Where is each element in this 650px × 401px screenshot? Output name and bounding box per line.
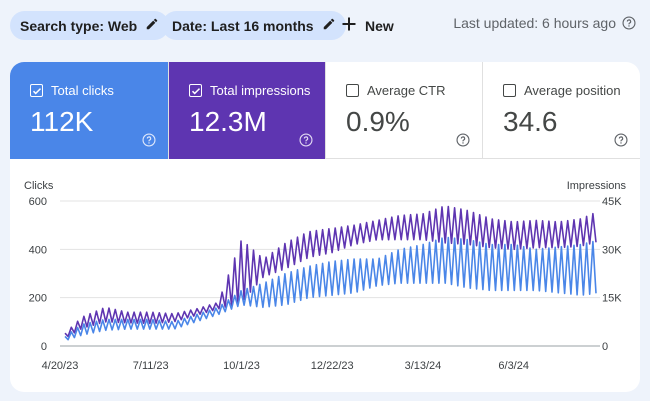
metric-label: Total clicks [51,83,114,98]
help-circle-icon[interactable] [614,133,628,147]
metric-average-position[interactable]: Average position 34.6 [482,62,640,159]
x-tick-label: 6/3/24 [498,360,529,372]
x-tick-label: 10/1/23 [223,360,260,372]
right-axis-title: Impressions [567,180,627,192]
metric-label: Total impressions [210,83,311,98]
last-updated-text: Last updated: 6 hours ago [453,15,616,31]
right-tick-label: 15K [602,293,622,305]
last-updated: Last updated: 6 hours ago [453,15,636,31]
left-tick-label: 200 [29,293,47,305]
x-tick-label: 12/22/23 [311,360,354,372]
left-tick-label: 0 [41,341,47,353]
metric-total-clicks-header: Total clicks [30,83,114,98]
pencil-icon [145,17,159,34]
help-circle-icon[interactable] [622,16,636,30]
checkbox-checked-icon[interactable] [30,84,43,97]
metric-value: 112K [30,106,94,137]
new-filter-label: New [365,17,394,34]
metric-total-clicks[interactable]: Total clicks 112K [10,62,168,159]
right-tick-label: 45K [602,196,622,208]
x-tick-label: 4/20/23 [42,360,79,372]
help-circle-icon[interactable] [456,133,470,147]
help-circle-icon[interactable] [142,133,156,147]
checkbox-unchecked-icon[interactable] [503,84,516,97]
metric-label: Average CTR [367,83,446,98]
checkbox-unchecked-icon[interactable] [346,84,359,97]
metric-value: 34.6 [503,106,558,137]
metric-value: 0.9% [346,106,410,137]
series-line-impressions [64,205,597,338]
checkbox-checked-icon[interactable] [189,84,202,97]
left-tick-label: 600 [29,196,47,208]
left-tick-label: 400 [29,244,47,256]
date-filter-chip[interactable]: Date: Last 16 months [162,11,346,40]
series-line-clicks [64,236,597,341]
help-circle-icon[interactable] [299,133,313,147]
metric-average-ctr-header: Average CTR [346,83,446,98]
pencil-icon [322,17,336,34]
left-axis-title: Clicks [24,180,54,192]
plus-icon [341,16,357,35]
metric-value: 12.3M [189,106,267,137]
metric-total-impressions-header: Total impressions [189,83,310,98]
right-tick-label: 30K [602,244,622,256]
performance-card: Total clicks 112K Total impressions 12.3… [10,62,640,392]
new-filter-button[interactable]: New [341,11,394,40]
metric-label: Average position [524,83,621,98]
metric-average-position-header: Average position [503,83,621,98]
right-tick-label: 0 [602,341,608,353]
performance-chart[interactable]: Clicks Impressions 600 45K 400 30K 200 15K 0 0 4/2… [10,62,640,392]
toolbar: Search type: Web Date: Last 16 months Ne… [0,0,650,50]
metric-average-ctr[interactable]: Average CTR 0.9% [325,62,482,159]
search-type-filter-label: Search type: Web [20,17,138,34]
date-filter-label: Date: Last 16 months [172,17,314,34]
metric-total-impressions[interactable]: Total impressions 12.3M [168,62,325,159]
x-tick-label: 3/13/24 [405,360,442,372]
search-type-filter-chip[interactable]: Search type: Web [10,11,170,40]
metric-tabs: Total clicks 112K Total impressions 12.3… [10,62,640,159]
x-tick-label: 7/11/23 [133,360,169,372]
